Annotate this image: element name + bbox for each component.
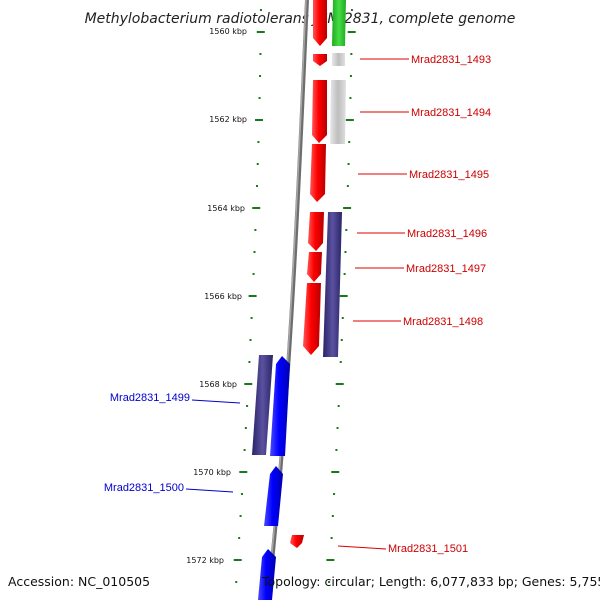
gene-label[interactable]: Mrad2831_1498: [403, 316, 483, 328]
gene-label[interactable]: Mrad2831_1500: [104, 482, 184, 494]
tick-label: 1572 kbp: [186, 556, 224, 565]
gene-arrow-reverse[interactable]: [258, 549, 276, 600]
gene-arrow-forward[interactable]: [303, 283, 321, 355]
gene-label[interactable]: Mrad2831_1501: [388, 543, 468, 555]
tick-ring-inner: [233, 9, 265, 583]
axis-labels: 1560 kbp 1562 kbp 1564 kbp 1566 kbp 1568…: [186, 27, 247, 565]
tick-label: 1570 kbp: [193, 468, 231, 477]
gene-arrow-forward[interactable]: [312, 80, 327, 143]
gene-feature-grey[interactable]: [330, 80, 346, 144]
tick-label: 1564 kbp: [207, 204, 245, 213]
gene-feature-green[interactable]: [332, 0, 346, 46]
gene-label[interactable]: Mrad2831_1497: [406, 263, 486, 275]
gene-feature-dark[interactable]: [323, 212, 342, 357]
gene-label[interactable]: Mrad2831_1493: [411, 54, 491, 66]
tick-label: 1568 kbp: [199, 380, 237, 389]
gene-arrow-forward[interactable]: [307, 252, 322, 282]
callout-line: [337, 545, 387, 550]
gene-arrow-forward[interactable]: [313, 0, 327, 46]
gene-arrow-forward[interactable]: [310, 144, 326, 202]
gene-feature-grey[interactable]: [332, 53, 345, 66]
accession-text: Accession: NC_010505: [8, 574, 151, 589]
gene-label[interactable]: Mrad2831_1499: [110, 392, 190, 404]
gene-callouts: Mrad2831_1493 Mrad2831_1494 Mrad2831_149…: [104, 54, 491, 555]
callout-line: [185, 488, 234, 493]
gene-feature-dark[interactable]: [252, 355, 273, 455]
tick-label: 1560 kbp: [209, 27, 247, 36]
gene-label[interactable]: Mrad2831_1496: [407, 228, 487, 240]
map-title: Methylobacterium radiotolerans JCM 2831,…: [85, 11, 516, 27]
gene-arrow-forward[interactable]: [290, 535, 304, 548]
tick-label: 1566 kbp: [204, 292, 242, 301]
tick-label: 1562 kbp: [209, 115, 247, 124]
gene-label[interactable]: Mrad2831_1494: [411, 107, 491, 119]
callout-line: [191, 399, 241, 404]
gene-arrow-forward[interactable]: [308, 212, 324, 251]
gene-label[interactable]: Mrad2831_1495: [409, 169, 489, 181]
tick-ring-outer: [326, 9, 356, 583]
gene-arrow-reverse[interactable]: [270, 356, 290, 456]
gene-arrow-forward[interactable]: [313, 54, 327, 66]
topology-summary: Topology: circular; Length: 6,077,833 bp…: [262, 574, 600, 589]
gene-arrow-reverse[interactable]: [264, 466, 283, 526]
feature-track: [252, 0, 346, 600]
